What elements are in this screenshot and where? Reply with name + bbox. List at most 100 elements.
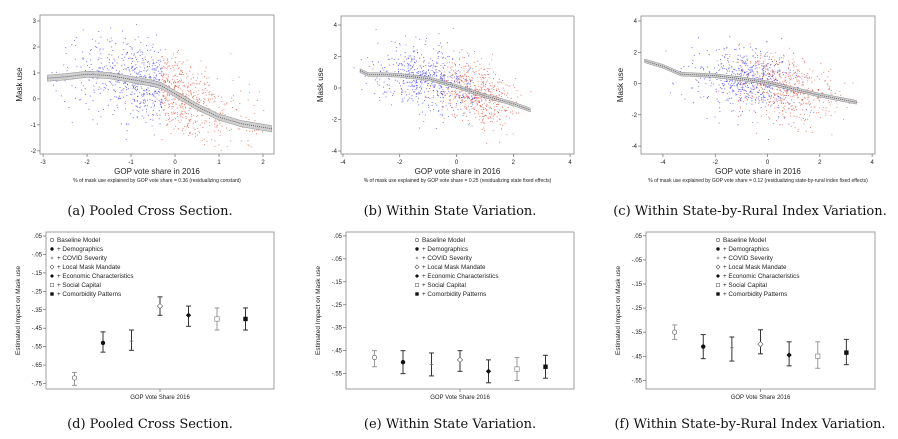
scatter-point-republican [483,117,485,119]
scatter-point-republican [508,117,510,119]
scatter-point-democrat [404,56,406,58]
scatter-point-republican [473,108,475,110]
scatter-point-democrat [109,65,111,67]
scatter-point-republican [791,105,793,107]
scatter-point-democrat [431,83,433,85]
scatter-point-republican [484,84,487,86]
scatter-point-democrat [750,46,752,48]
scatter-point-democrat [724,88,726,90]
x-tick-label: 4 [870,160,874,166]
scatter-point-democrat [406,71,408,73]
scatter-point-democrat [136,23,138,25]
scatter-point-republican [209,122,211,124]
scatter-point-democrat [376,77,378,79]
scatter-point-democrat [421,87,423,89]
scatter-point-democrat [788,123,790,125]
scatter-point-democrat [134,99,136,101]
scatter-point-republican [196,134,199,136]
scatter-point-republican [461,49,463,51]
scatter-point-democrat [781,61,783,63]
scatter-point-democrat [144,100,146,102]
scatter-point-republican [775,52,777,54]
scatter-point-democrat [724,83,726,85]
scatter-point-democrat [754,102,756,104]
scatter-point-democrat [160,89,162,91]
scatter-point-democrat [728,83,730,85]
scatter-point-republican [803,74,805,76]
scatter-point-democrat [148,73,150,75]
scatter-point-republican [747,73,749,76]
scatter-point-democrat [691,87,693,90]
scatter-point-democrat [481,99,483,101]
scatter-point-republican [801,78,803,80]
scatter-point-democrat [110,37,112,39]
scatter-point-republican [475,95,477,97]
scatter-point-democrat [401,94,403,96]
scatter-point-republican [775,77,777,79]
scatter-point-democrat [467,55,470,57]
scatter-point-democrat [426,37,428,39]
scatter-point-republican [742,71,744,73]
scatter-point-democrat [136,116,138,118]
scatter-point-democrat [758,96,760,98]
scatter-point-democrat [449,104,452,106]
scatter-point-democrat [140,41,142,44]
scatter-point-republican [163,66,165,68]
scatter-point-democrat [435,71,437,73]
scatter-point-democrat [97,59,99,61]
scatter-point-republican [228,129,230,131]
scatter-point-democrat [744,90,746,92]
scatter-point-republican [501,92,503,94]
scatter-point-democrat [410,86,412,88]
scatter-point-democrat [123,48,125,50]
scatter-point-democrat [501,80,504,82]
scatter-point-democrat [776,79,778,82]
scatter-point-democrat [388,88,390,90]
scatter-point-democrat [423,120,425,123]
scatter-point-republican [465,72,467,74]
scatter-point-republican [478,113,480,115]
scatter-point-democrat [401,89,403,91]
scatter-point-democrat [812,111,814,113]
legend-label: + Social Capital [57,282,101,289]
scatter-point-democrat [132,87,135,89]
scatter-point-republican [798,81,800,83]
scatter-point-democrat [410,67,412,70]
scatter-point-democrat [466,62,468,64]
scatter-point-democrat [151,94,153,96]
scatter-point-republican [797,92,799,94]
scatter-point-republican [476,98,478,100]
scatter-point-democrat [149,76,152,78]
scatter-point-democrat [428,87,430,90]
scatter-point-democrat [427,69,429,72]
scatter-point-democrat [387,58,389,60]
scatter-point-democrat [451,87,453,89]
scatter-point-democrat [706,66,708,68]
scatter-point-republican [793,66,795,68]
scatter-point-democrat [418,97,420,99]
scatter-point-republican [780,102,782,105]
scatter-point-democrat [778,115,780,118]
scatter-point-republican [804,60,806,62]
scatter-point-democrat [55,90,57,92]
scatter-point-democrat [424,72,426,74]
scatter-point-democrat [737,124,739,126]
scatter-point-democrat [411,81,413,83]
scatter-point-democrat [720,79,722,82]
hollow-diamond-marker [456,356,464,363]
scatter-point-republican [774,71,776,73]
scatter-point-republican [494,74,497,76]
scatter-point-republican [786,93,788,95]
scatter-point-republican [825,107,827,109]
scatter-point-republican [802,117,804,120]
scatter-point-democrat [108,53,110,55]
scatter-point-democrat [445,105,447,107]
scatter-point-republican [476,110,478,112]
scatter-point-democrat [107,104,109,106]
scatter-point-republican [766,68,768,71]
y-tick-label: -.05 [632,258,643,264]
scatter-point-republican [487,67,489,69]
scatter-point-democrat [751,100,753,102]
scatter-point-democrat [74,87,77,89]
scatter-point-republican [770,58,772,61]
